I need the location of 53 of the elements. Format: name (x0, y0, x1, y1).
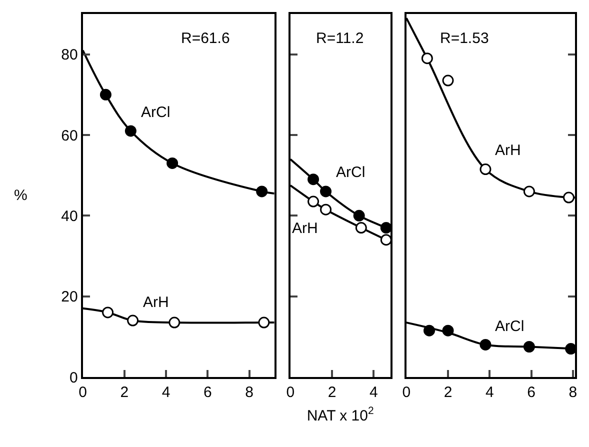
point (308, 174, 320, 186)
x-tick-label: 4 (485, 384, 494, 401)
text: R=1.53 (440, 30, 489, 47)
point (168, 316, 180, 328)
point (308, 196, 320, 208)
series-label: ArH (495, 142, 521, 159)
point (256, 186, 268, 198)
x-tick-label: 0 (286, 384, 295, 401)
series-label: ArCl (141, 104, 170, 121)
point (480, 338, 492, 350)
y-tick-label: 80 (61, 46, 78, 64)
point (258, 316, 270, 328)
point (320, 186, 332, 198)
point (355, 222, 367, 234)
series-label: ArH (143, 294, 169, 311)
point (424, 324, 436, 336)
point (127, 314, 139, 326)
y-tick-label: 20 (61, 288, 78, 306)
x-tick-label: 4 (369, 384, 378, 401)
point (442, 324, 454, 336)
x-tick-label: 8 (568, 384, 578, 401)
x-tick-label: 2 (120, 384, 129, 401)
point (380, 222, 392, 234)
point (380, 234, 392, 246)
point (124, 125, 136, 137)
point (421, 52, 433, 64)
point (523, 341, 535, 352)
point (320, 204, 332, 216)
x-tick-label: 2 (444, 384, 452, 401)
text: R=61.6 (181, 30, 230, 47)
y-tick-label: 60 (61, 127, 78, 144)
point (563, 192, 575, 204)
y-axis-title: % (14, 187, 28, 204)
x-tick-label: 6 (527, 384, 536, 401)
x-axis-title: NAT x 10$^{2}$ (306, 405, 374, 424)
x-tick-label: 8 (245, 384, 254, 401)
x-tick-label: 0 (402, 384, 411, 401)
series-label: ArH (292, 220, 318, 237)
series-label: ArCl (336, 164, 366, 181)
point (442, 74, 454, 86)
point (102, 306, 114, 318)
point (480, 164, 492, 176)
x-tick-label: 2 (328, 384, 336, 401)
series-label: ArCl (495, 318, 524, 335)
x-tick-label: 4 (162, 384, 170, 401)
point (523, 186, 535, 198)
point (353, 210, 365, 222)
text: R=11.2 (316, 30, 364, 47)
y-tick-label: 0 (69, 369, 78, 386)
y-tick-label: 40 (61, 208, 78, 225)
point (166, 157, 178, 169)
point (100, 88, 112, 100)
x-tick-label: 6 (204, 384, 212, 401)
